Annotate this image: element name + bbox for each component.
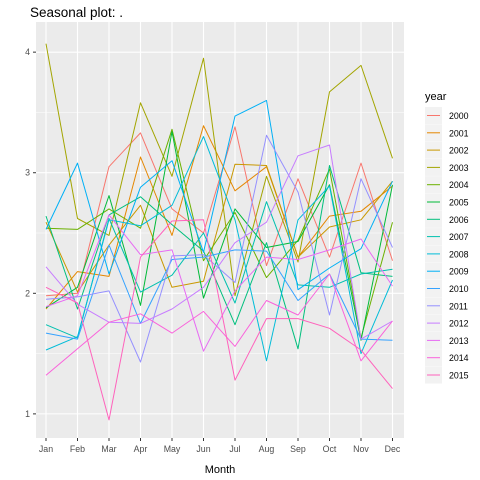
legend-label: 2006: [449, 215, 469, 225]
series-line-2011: [45, 134, 393, 363]
series-line-2014: [45, 273, 393, 376]
y-axis: 1 2 3 4: [25, 47, 36, 419]
x-tick-label: Aug: [259, 444, 275, 454]
legend: year 2000 2001 2002 2003 2004 2005 2006 2007 200…: [425, 91, 469, 384]
chart-title: Seasonal plot: .: [30, 5, 123, 20]
legend-label: 2005: [449, 198, 469, 208]
series-line-2002: [45, 163, 393, 293]
x-axis: Jan Feb Mar Apr May Jun Jul Aug Sep Oct Nov Dec: [39, 438, 401, 454]
x-tick-label: May: [164, 444, 181, 454]
x-tick-label: Jan: [39, 444, 53, 454]
legend-label: 2013: [449, 336, 469, 346]
legend-label: 2015: [449, 371, 469, 381]
legend-label: 2009: [449, 267, 469, 277]
legend-title: year: [425, 91, 447, 103]
series-line-2015: [45, 219, 393, 421]
legend-label: 2011: [449, 301, 468, 311]
x-tick-label: Sep: [290, 444, 306, 454]
major-gridlines: [36, 22, 404, 438]
x-tick-label: Apr: [134, 444, 148, 454]
x-tick-label: Oct: [323, 444, 337, 454]
legend-label: 2001: [449, 128, 469, 138]
x-tick-label: Mar: [101, 444, 116, 454]
legend-label: 2000: [449, 111, 469, 121]
series-line-2013: [45, 214, 393, 352]
legend-label: 2008: [449, 249, 469, 259]
legend-label: 2012: [449, 319, 469, 329]
y-tick-label: 3: [25, 168, 30, 178]
x-tick-label: Jun: [196, 444, 210, 454]
series-line-2009: [45, 99, 393, 291]
series-line-2006: [45, 165, 393, 350]
x-tick-label: Nov: [353, 444, 369, 454]
y-tick-label: 2: [25, 288, 30, 298]
x-tick-label: Dec: [385, 444, 401, 454]
legend-label: 2003: [449, 163, 469, 173]
legend-label: 2007: [449, 232, 469, 242]
legend-label: 2002: [449, 146, 469, 156]
x-tick-label: Jul: [229, 444, 240, 454]
y-tick-label: 4: [25, 47, 30, 57]
x-axis-title: Month: [205, 464, 236, 476]
legend-label: 2004: [449, 180, 469, 190]
legend-label: 2014: [449, 353, 469, 363]
legend-label: 2010: [449, 284, 469, 294]
y-tick-label: 1: [25, 409, 30, 419]
series-line-2008: [45, 136, 393, 362]
x-tick-label: Feb: [70, 444, 85, 454]
series-lines: [45, 43, 393, 421]
series-line-2010: [45, 244, 393, 341]
series-line-2012: [45, 144, 393, 340]
